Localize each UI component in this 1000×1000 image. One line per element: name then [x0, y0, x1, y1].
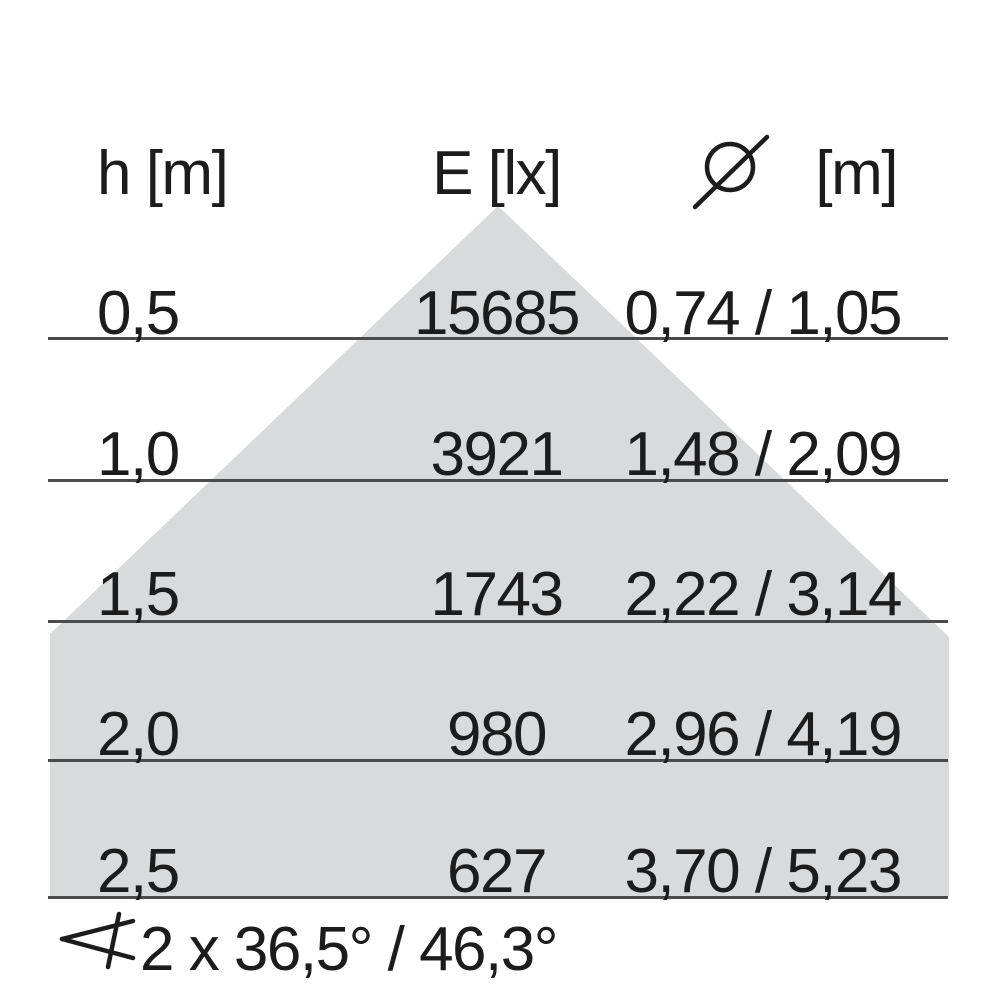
row-2-diameter: 1,48 / 2,09 — [624, 420, 902, 489]
row-divider-4 — [48, 758, 948, 762]
header-diameter-unit: [m] — [815, 139, 898, 208]
header-height: h [m] — [97, 139, 229, 208]
row-divider-1 — [48, 336, 948, 340]
row-5-illuminance: 627 — [447, 837, 547, 906]
row-3-illuminance: 1743 — [430, 560, 564, 629]
beam-angle-icon — [59, 911, 136, 970]
row-divider-2 — [48, 478, 948, 482]
row-2-height: 1,0 — [97, 420, 180, 489]
row-2-illuminance: 3921 — [430, 420, 564, 489]
row-5-height: 2,5 — [97, 837, 180, 906]
light-cone-polygon — [50, 206, 949, 896]
row-divider-3 — [48, 619, 948, 623]
row-3-diameter: 2,22 / 3,14 — [624, 560, 902, 629]
row-1-illuminance: 15685 — [414, 279, 580, 348]
row-5-diameter: 3,70 / 5,23 — [624, 837, 902, 906]
beam-angle-label: 2 x 36,5° / 46,3° — [140, 915, 559, 984]
row-divider-5 — [48, 895, 948, 899]
row-4-height: 2,0 — [97, 700, 180, 769]
row-4-illuminance: 980 — [447, 700, 547, 769]
row-4-diameter: 2,96 / 4,19 — [624, 700, 902, 769]
header-illuminance: E [lx] — [432, 139, 562, 208]
row-1-diameter: 0,74 / 1,05 — [624, 279, 902, 348]
row-3-height: 1,5 — [97, 560, 180, 629]
row-1-height: 0,5 — [97, 279, 180, 348]
diameter-icon — [692, 134, 770, 210]
